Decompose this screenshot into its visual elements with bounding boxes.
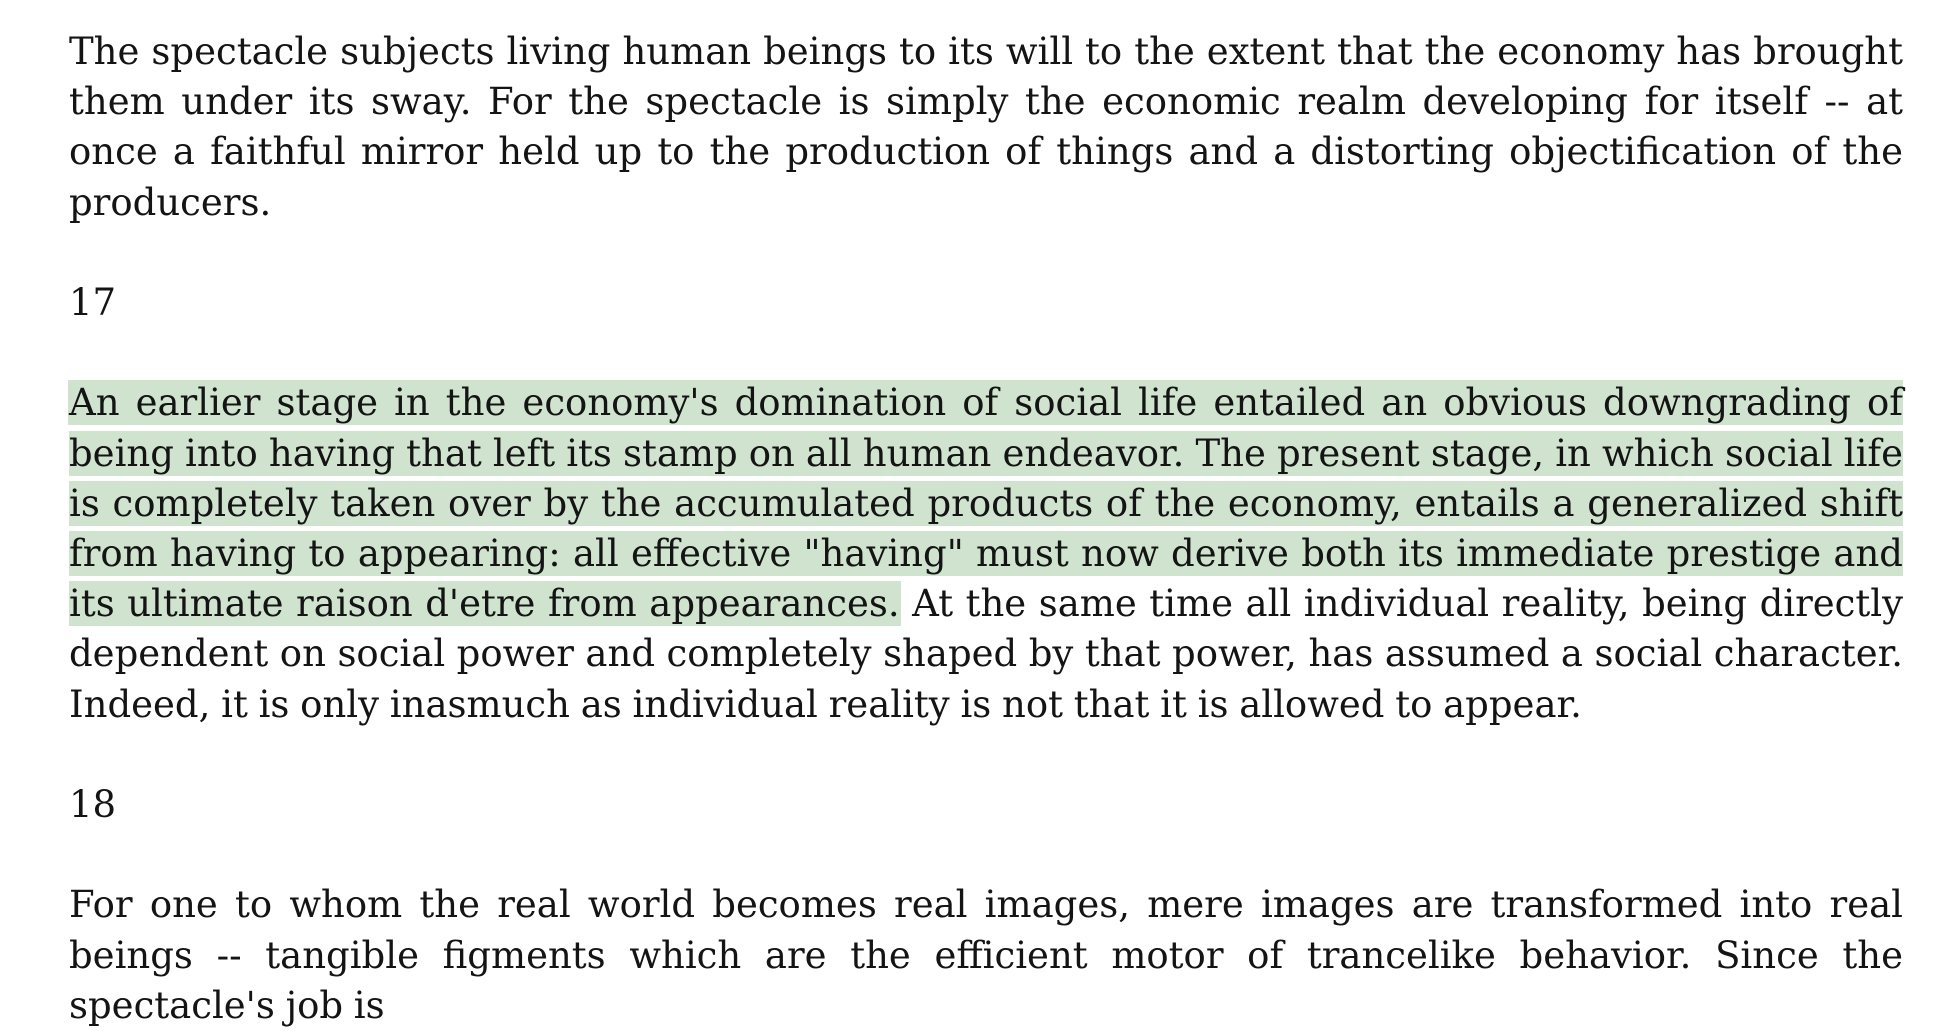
paragraph-gap <box>69 228 1903 278</box>
section-number-17: 17 <box>69 281 117 324</box>
paragraph-17: An earlier stage in the economy's domina… <box>69 378 1903 729</box>
paragraph-18-text: For one to whom the real world becomes r… <box>69 883 1903 1027</box>
paragraph-gap <box>69 830 1903 880</box>
paragraph-17-continuation: At the same time all individual reality,… <box>69 582 1903 726</box>
paragraph-gap <box>69 730 1903 780</box>
text-highlight[interactable]: An earlier stage in the economy's domina… <box>69 381 1903 626</box>
section-number-18: 18 <box>69 783 117 826</box>
paragraph-gap <box>69 328 1903 378</box>
paragraph-16-text: The spectacle subjects living human bein… <box>69 30 1903 224</box>
reader-page: The spectacle subjects living human bein… <box>69 27 1903 1031</box>
